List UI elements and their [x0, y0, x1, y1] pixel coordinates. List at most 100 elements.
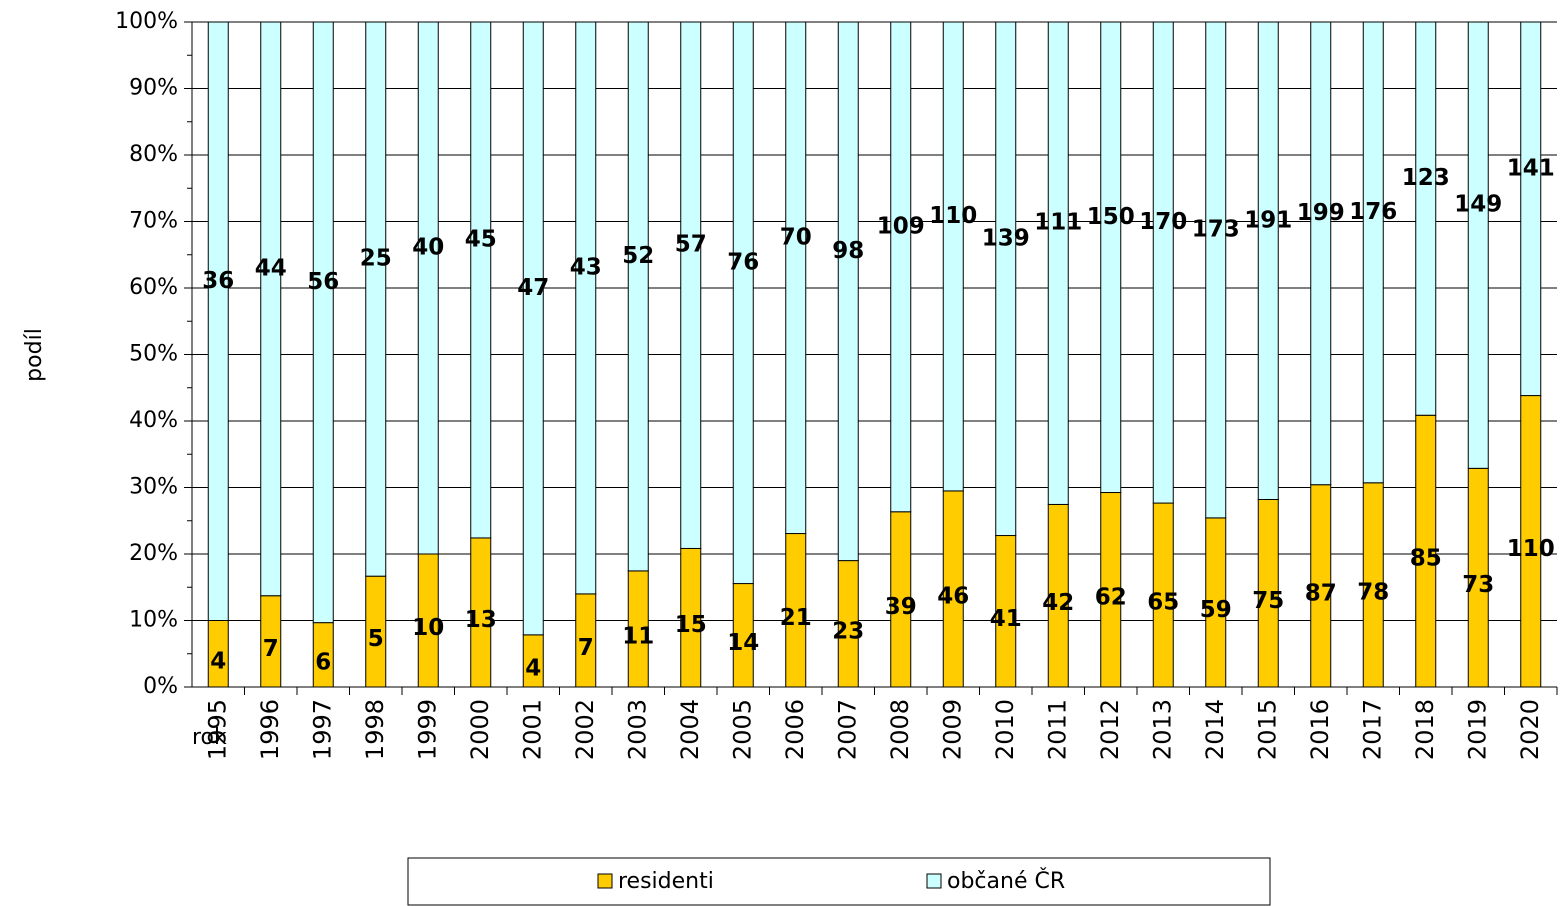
value-label: 36: [202, 268, 234, 294]
bar-segment: [470, 21, 492, 539]
value-label: 25: [360, 246, 392, 272]
bar-segment: [1205, 21, 1227, 519]
bar-segment: [417, 21, 439, 555]
bar-segment: [1310, 21, 1332, 486]
x-tick-label: 2005: [728, 699, 756, 760]
y-tick-label: 100%: [115, 9, 178, 34]
value-label: 56: [307, 269, 339, 295]
y-tick-label: 50%: [129, 342, 178, 367]
legend-label: občané ČR: [947, 868, 1065, 894]
value-label: 7: [578, 635, 594, 661]
x-tick-label: 1998: [361, 699, 389, 760]
value-label: 123: [1402, 165, 1450, 191]
value-label: 10: [412, 615, 444, 641]
value-label: 14: [727, 630, 759, 656]
y-tick-label: 20%: [129, 541, 178, 566]
bar-segment: [365, 21, 387, 577]
bar-segment: [1152, 21, 1174, 504]
value-label: 139: [982, 225, 1030, 251]
value-label: 176: [1349, 199, 1397, 225]
legend-box: [407, 857, 1271, 906]
y-tick-label: 40%: [129, 408, 178, 433]
x-tick-label: 2002: [571, 699, 599, 760]
value-label: 21: [780, 605, 812, 631]
value-label: 98: [832, 238, 864, 264]
x-tick-label: 2019: [1463, 699, 1491, 760]
x-tick-label: 1995: [203, 699, 231, 760]
value-label: 41: [990, 606, 1022, 632]
bar-segment: [207, 21, 229, 621]
value-label: 4: [525, 655, 541, 681]
value-label: 149: [1454, 192, 1502, 218]
value-label: 44: [255, 255, 287, 281]
bar-segment: [995, 21, 1017, 537]
x-tick-label: 2012: [1096, 699, 1124, 760]
legend-label: residenti: [618, 869, 714, 894]
bar-segment: [785, 21, 807, 535]
value-label: 110: [1507, 536, 1555, 562]
x-tick-label: 1997: [308, 699, 336, 760]
value-label: 76: [727, 249, 759, 275]
value-label: 150: [1087, 204, 1135, 230]
y-tick-label: 10%: [129, 608, 178, 633]
value-label: 170: [1139, 209, 1187, 235]
value-label: 45: [465, 226, 497, 252]
y-tick-label: 0%: [143, 674, 178, 699]
bar-segment: [890, 21, 912, 513]
value-label: 47: [517, 275, 549, 301]
y-tick-label: 30%: [129, 475, 178, 500]
value-label: 6: [315, 649, 331, 675]
x-tick-label: 2018: [1411, 699, 1439, 760]
value-label: 173: [1192, 216, 1240, 242]
bar-segment: [732, 21, 754, 585]
x-tick-label: 2001: [518, 699, 546, 760]
value-label: 109: [877, 213, 925, 239]
value-label: 85: [1410, 546, 1442, 572]
y-tick-label: 80%: [129, 142, 178, 167]
x-tick-label: 2017: [1358, 699, 1386, 760]
value-label: 15: [675, 612, 707, 638]
bar-segment: [1415, 21, 1437, 416]
x-tick-label: 2014: [1201, 699, 1229, 760]
value-label: 141: [1507, 155, 1555, 181]
x-tick-label: 2013: [1148, 699, 1176, 760]
value-label: 23: [832, 618, 864, 644]
y-tick-label: 90%: [129, 76, 178, 101]
bar-segment: [522, 21, 544, 636]
value-label: 11: [622, 623, 654, 649]
bar-segment: [1257, 21, 1279, 500]
value-label: 191: [1244, 207, 1292, 233]
value-label: 39: [885, 594, 917, 620]
bar-segment: [575, 21, 597, 595]
bar-segment: [260, 21, 282, 597]
value-label: 199: [1297, 200, 1345, 226]
bar-segment: [1520, 21, 1542, 397]
x-tick-label: 2000: [466, 699, 494, 760]
value-label: 5: [368, 626, 384, 652]
bar-segment: [837, 21, 859, 562]
x-tick-label: 2015: [1253, 699, 1281, 760]
bar-segment: [312, 21, 334, 624]
bar-segment: [1467, 21, 1489, 469]
value-label: 70: [780, 224, 812, 250]
value-label: 73: [1462, 572, 1494, 598]
value-label: 7: [263, 636, 279, 662]
value-label: 78: [1357, 579, 1389, 605]
x-tick-label: 2010: [991, 699, 1019, 760]
value-label: 111: [1034, 210, 1082, 236]
value-label: 62: [1095, 584, 1127, 610]
value-label: 4: [210, 648, 226, 674]
x-tick-label: 2009: [938, 699, 966, 760]
value-label: 110: [929, 203, 977, 229]
bar-segment: [1100, 21, 1122, 494]
legend-swatch: [926, 873, 942, 889]
x-tick-label: 2016: [1306, 699, 1334, 760]
x-tick-label: 2004: [676, 699, 704, 760]
x-tick-label: 1999: [413, 699, 441, 760]
bar-segment: [942, 21, 964, 492]
y-axis-label: podíl: [22, 328, 47, 382]
bar-segment: [1047, 21, 1069, 505]
bar-segment: [627, 21, 649, 572]
value-label: 65: [1147, 590, 1179, 616]
